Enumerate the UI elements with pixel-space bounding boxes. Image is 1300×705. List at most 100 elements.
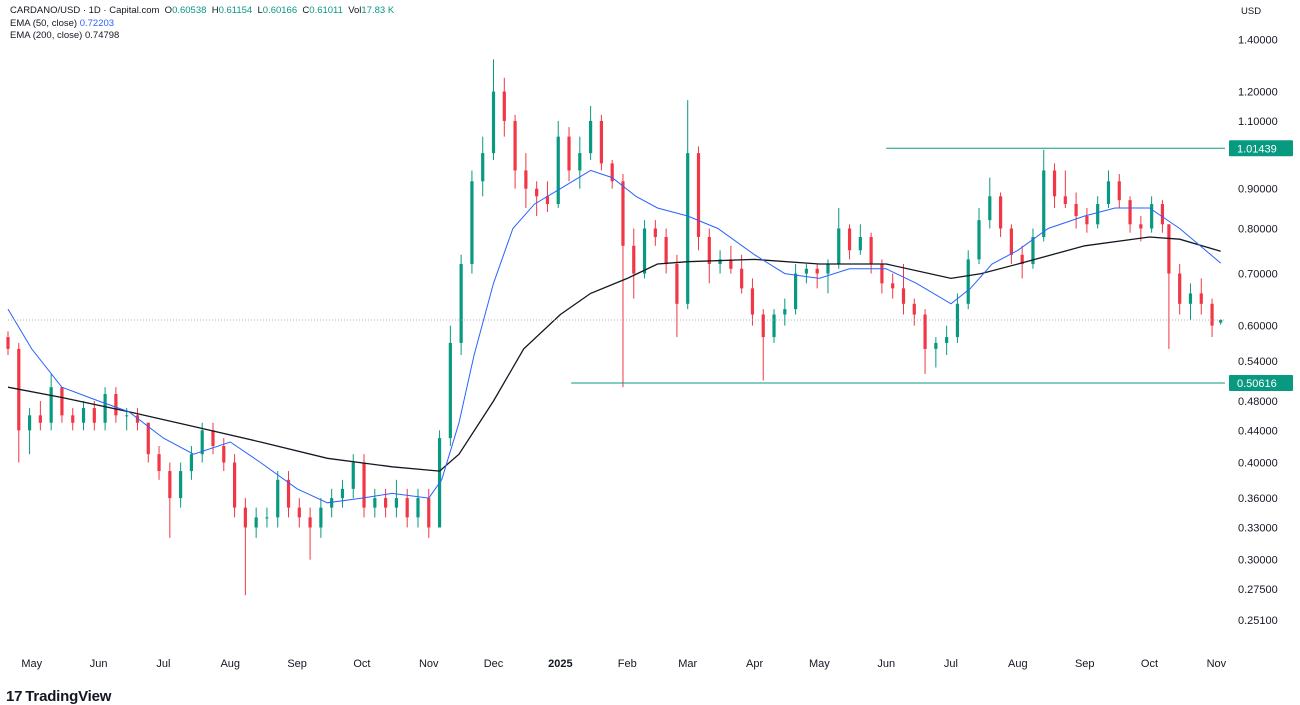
candle-body: [254, 517, 258, 528]
candle: [804, 264, 808, 284]
candle: [934, 337, 938, 368]
tradingview-logo[interactable]: 17 TradingView: [6, 688, 111, 705]
tradingview-logo-text: TradingView: [25, 688, 112, 705]
x-tick-label: Oct: [1141, 658, 1158, 670]
candle-body: [826, 264, 830, 274]
candle-body: [1139, 224, 1143, 229]
candle-body: [276, 479, 280, 518]
low-value: 0.60166: [262, 5, 298, 16]
candle-body: [1199, 293, 1203, 304]
candle: [1150, 196, 1154, 233]
candle-body: [1150, 204, 1154, 229]
candle: [750, 278, 755, 326]
candle: [60, 387, 64, 423]
ema50-value: 0.72203: [79, 17, 115, 29]
level-price-tag-bg: [1229, 140, 1293, 157]
candle-body: [1178, 273, 1182, 304]
legend-ema50-row[interactable]: EMA (50, close) 0.72203: [10, 18, 394, 31]
candle: [168, 462, 172, 538]
x-tick-label: May: [809, 658, 830, 670]
candle: [81, 400, 86, 431]
candle: [664, 228, 668, 274]
candle-body: [858, 237, 862, 251]
x-tick-label: Nov: [1207, 658, 1227, 670]
candle: [513, 114, 517, 189]
candle: [405, 488, 409, 528]
candle: [427, 488, 431, 538]
candle: [200, 422, 204, 463]
candle: [308, 507, 312, 560]
candle: [103, 387, 107, 431]
candle-body: [27, 415, 32, 431]
legend-ema200-row[interactable]: EMA (200, close) 0.74798: [10, 30, 394, 43]
candle: [675, 254, 679, 338]
candle: [276, 471, 280, 528]
candle-body: [49, 387, 53, 423]
ema-layer: [7, 169, 1222, 504]
candle-body: [416, 498, 420, 518]
y-tick-label: 0.33000: [1238, 522, 1278, 534]
candle: [114, 387, 118, 423]
candle: [27, 408, 32, 455]
candle: [955, 293, 960, 343]
candle: [988, 177, 992, 229]
candle: [923, 309, 927, 374]
candle-body: [1042, 170, 1046, 238]
candle-body: [545, 196, 550, 205]
candle-body: [901, 288, 906, 304]
candle-body: [891, 283, 895, 289]
y-tick-label: 0.54000: [1238, 356, 1278, 368]
candle-body: [1009, 228, 1013, 255]
candle-body: [556, 136, 560, 205]
candle-body: [1128, 200, 1132, 225]
candle-body: [179, 471, 183, 499]
y-tick-label: 0.44000: [1238, 425, 1278, 437]
candle: [1106, 170, 1111, 209]
candle-body: [319, 507, 323, 528]
x-tick-label: 2025: [548, 658, 572, 670]
candle: [373, 488, 377, 518]
candle: [481, 136, 485, 197]
ema200-line: [7, 236, 1221, 472]
candle: [38, 400, 42, 431]
candle: [71, 408, 75, 431]
candle: [599, 114, 603, 171]
symbol-title[interactable]: CARDANO/USD · 1D · Capital.com: [10, 5, 160, 16]
candle-body: [696, 153, 701, 238]
candle-body: [761, 314, 765, 338]
candle-body: [481, 153, 485, 182]
candle-body: [923, 314, 927, 349]
chart-legend: CARDANO/USD · 1D · Capital.com O0.60538 …: [10, 5, 394, 43]
candle-body: [243, 507, 247, 528]
candle: [740, 254, 744, 294]
ema200-value: 0.74798: [84, 30, 120, 41]
candle-body: [707, 237, 711, 265]
x-tick-label: Feb: [618, 658, 637, 670]
y-tick-label: 0.90000: [1238, 184, 1278, 196]
candle: [502, 77, 506, 137]
candle-body: [189, 454, 194, 472]
candle-body: [502, 91, 506, 121]
candle: [945, 325, 949, 355]
x-tick-label: Dec: [484, 658, 504, 670]
legend-symbol-row: CARDANO/USD · 1D · Capital.com O0.60538 …: [10, 5, 394, 18]
candle-body: [1074, 204, 1078, 217]
candle: [330, 488, 334, 518]
candle-body: [729, 259, 733, 269]
candle-body: [664, 237, 668, 265]
candle: [589, 105, 593, 160]
candle: [416, 488, 420, 528]
candle-body: [977, 220, 981, 260]
x-tick-label: Aug: [220, 658, 240, 670]
candle-body: [912, 303, 916, 315]
candle-body: [750, 288, 755, 315]
candle-body: [599, 120, 603, 164]
candle-body: [459, 264, 463, 343]
candle: [1167, 224, 1171, 349]
y-tick-label: 0.27500: [1238, 584, 1278, 596]
candle: [1199, 278, 1203, 315]
level-price-tag-bg: [1229, 375, 1293, 392]
candle-body: [653, 228, 657, 238]
candle: [815, 264, 819, 289]
